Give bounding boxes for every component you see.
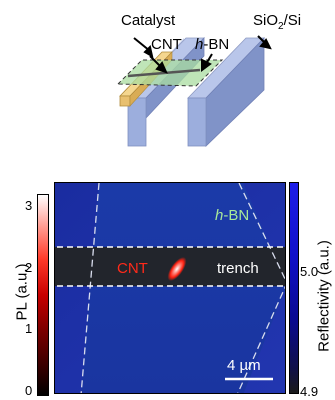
substrate-label-tail: /Si	[283, 12, 302, 29]
pl-tick: 0	[25, 383, 33, 398]
pl-tick: 1	[25, 321, 33, 336]
hbn-flake	[81, 183, 285, 393]
pl-axis-title: PL (a.u.)	[13, 263, 31, 321]
hbn-boundary	[80, 183, 285, 393]
reflectivity-tick: 4.9	[300, 384, 319, 399]
scalebar-label: 4 µm	[227, 357, 261, 374]
schematic-drawing	[116, 35, 272, 147]
substrate-label-sub: 2	[278, 21, 284, 32]
schematic-hbn-label: h-BN	[195, 36, 229, 53]
right-pillar	[187, 37, 265, 147]
pl-tick: 2	[25, 260, 33, 275]
cnt-line	[127, 68, 201, 78]
map-drawing	[55, 183, 285, 393]
catalyst-label: Catalyst	[121, 12, 176, 29]
schematic-hbn-label-rest: -BN	[203, 36, 230, 53]
reflectivity-tick: 5.0	[300, 264, 319, 279]
map-hbn-label-italic: h	[215, 207, 224, 224]
pl-colorbar	[37, 194, 49, 396]
trench-label: trench	[217, 260, 259, 277]
map-hbn-label-rest: -BN	[223, 207, 250, 224]
device-schematic: Catalyst CNT h-BN SiO2/Si	[0, 0, 335, 160]
reflectivity-colorbar	[289, 182, 299, 394]
substrate-label: SiO2/Si	[253, 12, 301, 32]
trench-edges	[57, 246, 285, 287]
pl-tick: 3	[25, 198, 33, 213]
cnt-pl-spot	[167, 257, 187, 281]
map-hbn-label: h-BN	[215, 207, 249, 224]
schematic-cnt-label: CNT	[151, 36, 182, 53]
reflectivity-map: CNT trench h-BN 4 µm	[54, 182, 286, 394]
schematic-hbn-label-italic: h	[195, 36, 204, 53]
map-cnt-label: CNT	[117, 260, 148, 277]
substrate-label-main: SiO	[253, 12, 279, 29]
reflectivity-axis-title: Reflectivity (a.u.)	[315, 240, 333, 352]
schematic-arrows	[133, 35, 272, 74]
